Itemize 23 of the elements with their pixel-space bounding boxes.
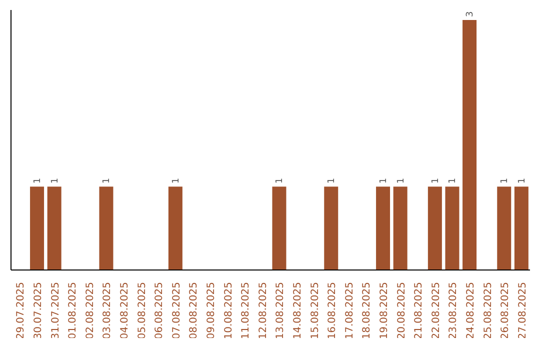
- x-tick-label: 15.08.2025: [310, 282, 321, 340]
- data-label: 1: [448, 178, 458, 184]
- data-label: 1: [33, 178, 44, 184]
- x-tick-label: 19.08.2025: [378, 282, 390, 340]
- data-label: 1: [379, 178, 390, 184]
- data-label: 1: [171, 178, 182, 184]
- data-label: 1: [430, 178, 441, 184]
- data-label: 1: [396, 178, 406, 184]
- x-tick-label: 16.08.2025: [327, 282, 338, 340]
- data-label: 1: [500, 178, 510, 184]
- data-label: 1: [327, 178, 338, 184]
- x-tick-label: 14.08.2025: [292, 282, 304, 340]
- data-label: 1: [517, 178, 528, 184]
- data-label: 1: [275, 178, 286, 184]
- x-tick-label: 10.08.2025: [223, 282, 234, 340]
- data-label: 1: [50, 178, 60, 184]
- x-tick-label: 17.08.2025: [344, 282, 356, 340]
- x-tick-label: 18.08.2025: [362, 282, 373, 340]
- data-label: 1: [102, 178, 112, 184]
- x-tick-label: 13.08.2025: [275, 282, 286, 340]
- x-tick-label: 11.08.2025: [240, 282, 252, 340]
- data-label: 3: [466, 11, 476, 17]
- x-tick-label: 12.08.2025: [258, 282, 269, 340]
